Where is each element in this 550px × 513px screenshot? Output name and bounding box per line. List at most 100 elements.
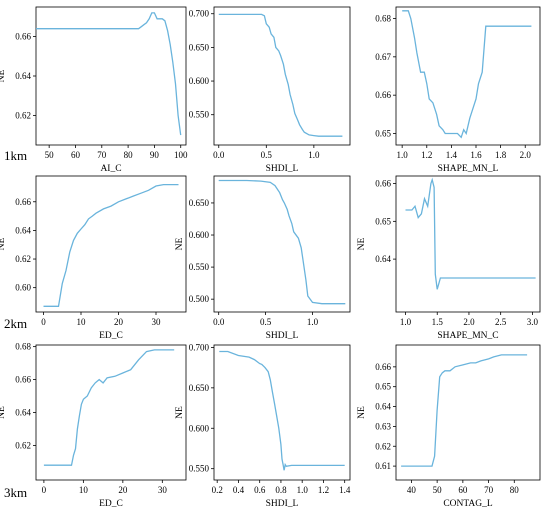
y-tick-label: 0.650 [189, 198, 210, 208]
x-tick-label: 0.0 [213, 150, 225, 160]
x-axis-label: SHDI_L [266, 499, 299, 509]
scale-label-2km: 2km [4, 316, 28, 331]
x-tick-label: 2.0 [520, 150, 532, 160]
y-tick-label: 0.66 [375, 90, 391, 100]
panel-9: 40 50 60 70 80 0.61 0.62 0.63 0.64 0.65 0.66 CONTAG… [357, 344, 541, 509]
y-tick-label: 0.62 [15, 110, 31, 120]
y-tick-label: 0.700 [189, 342, 210, 352]
scale-label-1km: 1km [4, 148, 28, 163]
x-axis-label: SHDI_L [266, 331, 299, 341]
x-tick-label: 0.6 [254, 485, 266, 495]
x-tick-label: 80 [124, 150, 134, 160]
panel-1: 50 60 70 80 90 100 0.62 0.64 0.66 AI_C NE [0, 6, 188, 174]
x-tick-label: 30 [152, 317, 162, 327]
y-tick-label: 0.650 [189, 383, 210, 393]
x-tick-label: 1.6 [470, 150, 482, 160]
y-axis-label: NE [357, 237, 367, 250]
plot-frame [35, 344, 187, 481]
x-tick-label: 0.2 [212, 485, 223, 495]
series-line [219, 350, 345, 471]
series-line [401, 354, 528, 467]
x-tick-label: 1.0 [397, 150, 409, 160]
x-tick-label: 1.4 [339, 485, 351, 495]
x-tick-label: 60 [71, 150, 81, 160]
y-tick-label: 0.64 [375, 254, 391, 264]
x-axis-label: SHAPE_MN_C [437, 331, 498, 341]
x-axis-label: SHDI_L [266, 164, 299, 174]
series-line [402, 10, 532, 139]
y-tick-label: 0.62 [15, 440, 31, 450]
y-tick-label: 0.66 [15, 197, 31, 207]
y-tick-label: 0.65 [375, 129, 391, 139]
x-tick-label: 0 [42, 485, 47, 495]
y-tick-label: 0.60 [15, 283, 31, 293]
x-tick-label: 70 [484, 485, 494, 495]
x-tick-label: 0 [41, 317, 46, 327]
y-tick-label: 0.600 [189, 76, 210, 86]
x-tick-label: 1.2 [318, 485, 329, 495]
x-tick-label: 1.0 [307, 317, 319, 327]
panel-2: 0.0 0.5 1.0 0.550 0.600 0.650 0.700 SHDI_L [189, 6, 351, 174]
x-tick-label: 50 [45, 150, 55, 160]
series-line [405, 177, 536, 290]
x-tick-label: 1.0 [297, 485, 309, 495]
y-axis-label: NE [175, 406, 185, 419]
y-tick-label: 0.550 [189, 464, 210, 474]
plot-frame [213, 175, 351, 313]
series-line [36, 12, 182, 136]
panel-7: 0 10 20 30 0.62 0.64 0.66 0.68 ED_C NE [0, 342, 187, 509]
y-axis-label: NE [0, 237, 7, 250]
y-tick-label: 0.700 [189, 9, 210, 19]
x-tick-label: 1.2 [421, 150, 432, 160]
x-tick-label: 60 [458, 485, 468, 495]
series-line [43, 183, 179, 307]
y-tick-label: 0.63 [375, 421, 391, 431]
x-tick-label: 0.4 [233, 485, 245, 495]
y-tick-label: 0.66 [375, 179, 391, 189]
x-tick-label: 0.0 [213, 317, 225, 327]
series-line [218, 179, 346, 305]
x-tick-label: 0.8 [275, 485, 287, 495]
y-tick-label: 0.68 [375, 14, 391, 24]
plot-frame [395, 344, 541, 481]
plot-frame [213, 344, 351, 481]
x-tick-label: 0.5 [260, 317, 272, 327]
x-tick-label: 10 [79, 485, 89, 495]
y-axis-label: NE [0, 406, 7, 419]
y-tick-label: 0.65 [375, 216, 391, 226]
y-tick-label: 0.68 [15, 342, 31, 352]
x-tick-label: 1.0 [400, 317, 412, 327]
y-tick-label: 0.67 [375, 52, 391, 62]
x-tick-label: 1.4 [446, 150, 458, 160]
y-tick-label: 0.500 [189, 294, 210, 304]
x-tick-label: 2.5 [495, 317, 507, 327]
plot-frame [395, 6, 541, 146]
x-tick-label: 1.8 [495, 150, 507, 160]
y-tick-label: 0.62 [15, 254, 31, 264]
panel-8: 0.2 0.4 0.6 0.8 1.0 1.2 1.4 0.550 0.600 0.650 0.70… [175, 342, 351, 509]
series-line [43, 349, 175, 466]
x-tick-label: 90 [150, 150, 160, 160]
x-tick-label: 2.0 [463, 317, 475, 327]
x-tick-label: 3.0 [527, 317, 539, 327]
plot-frame [395, 175, 541, 313]
y-tick-label: 0.61 [375, 461, 391, 471]
panel-5: 0.0 0.5 1.0 0.500 0.550 0.600 0.650 SHDI_L NE [175, 175, 351, 341]
y-tick-label: 0.62 [375, 441, 391, 451]
x-axis-label: SHAPE_MN_L [438, 164, 499, 174]
panel-4: 0 10 20 30 0.60 0.62 0.64 0.66 ED_C NE [0, 175, 187, 341]
y-tick-label: 0.64 [15, 225, 31, 235]
x-axis-label: ED_C [99, 331, 123, 341]
y-axis-label: NE [357, 406, 367, 419]
y-tick-label: 0.650 [189, 42, 210, 52]
y-tick-label: 0.64 [15, 408, 31, 418]
panel-6: 1.0 1.5 2.0 2.5 3.0 0.64 0.65 0.66 SHAPE_MN_C NE [357, 175, 541, 341]
y-tick-label: 0.600 [189, 230, 210, 240]
x-tick-label: 40 [407, 485, 417, 495]
series-line [218, 13, 343, 137]
y-tick-label: 0.550 [189, 262, 210, 272]
y-tick-label: 0.66 [15, 32, 31, 42]
y-tick-label: 0.64 [15, 71, 31, 81]
x-tick-label: 20 [114, 317, 124, 327]
